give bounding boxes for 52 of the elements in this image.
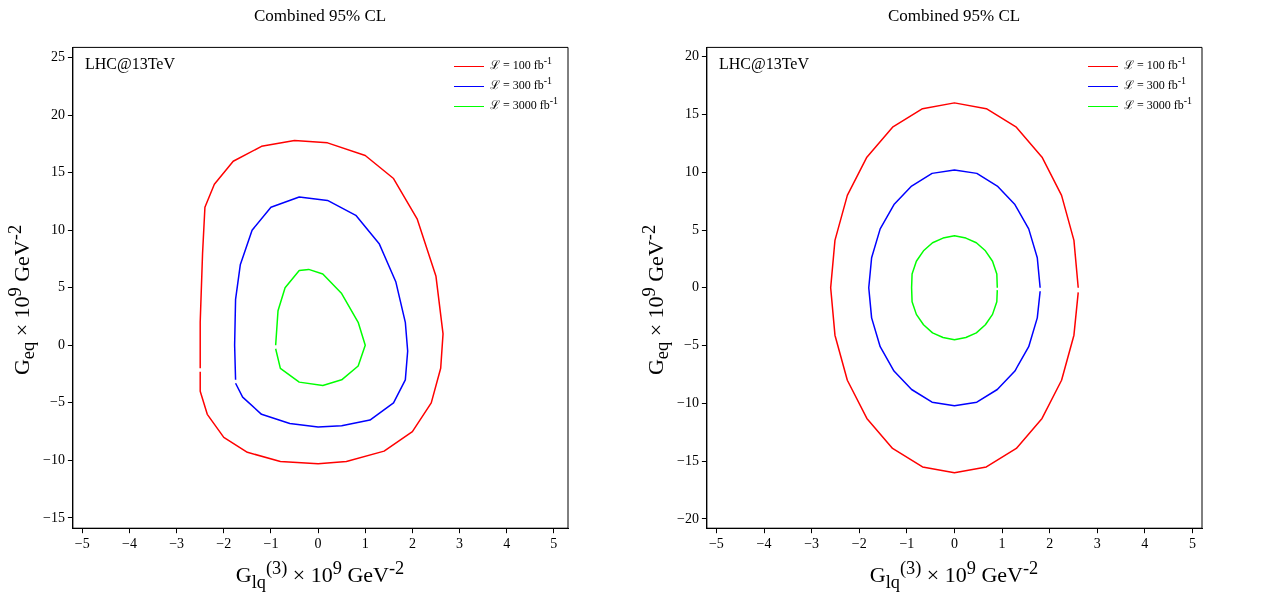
y-tick-label: 5 — [691, 221, 699, 237]
legend-label: ℒ = 300 fb$^{-1}$ — [490, 75, 553, 93]
x-tick-label: −1 — [263, 536, 279, 552]
y-tick-label: 20 — [684, 48, 699, 64]
legend-label: ℒ = 300 fb$^{-1}$ — [1124, 75, 1187, 93]
y-tick-label: −20 — [676, 510, 699, 526]
x-tick-label: 5 — [1188, 536, 1196, 552]
legend-label: ℒ = 100 fb$^{-1}$ — [490, 55, 553, 73]
y-tick-label: 15 — [50, 164, 65, 180]
chart-title: Combined 95% CL — [252, 6, 388, 26]
x-tick-label: 3 — [456, 536, 464, 552]
annotation: LHC@13TeV — [84, 55, 175, 74]
x-tick-label: 1 — [361, 536, 369, 552]
x-tick-label: −3 — [804, 536, 820, 552]
y-tick-label: 10 — [50, 221, 65, 237]
y-tick-label: −5 — [683, 337, 699, 353]
y-tick-label: 0 — [57, 336, 65, 352]
x-tick-label: −5 — [708, 536, 724, 552]
legend-label: ℒ = 3000 fb$^{-1}$ — [490, 95, 559, 113]
x-tick-label: −3 — [169, 536, 185, 552]
legend-label: ℒ = 100 fb$^{-1}$ — [1124, 55, 1187, 73]
y-tick-label: 25 — [50, 49, 65, 65]
y-tick-label: −10 — [676, 395, 699, 411]
x-tick-label: −4 — [122, 536, 137, 552]
y-tick-label: 0 — [691, 279, 699, 295]
x-tick-label: 2 — [408, 536, 416, 552]
x-tick-label: −1 — [899, 536, 915, 552]
y-tick-label: 10 — [684, 163, 699, 179]
y-tick-label: −5 — [49, 394, 65, 410]
x-axis-title: G$_{lq}$$^{(3)}$ × 10$^{9}$ GeV$^{-2}$ — [868, 558, 1040, 593]
chart-title: Combined 95% CL — [886, 6, 1022, 26]
y-tick-label: −15 — [676, 452, 699, 468]
x-tick-label: 2 — [1046, 536, 1054, 552]
x-tick-label: 0 — [950, 536, 958, 552]
y-tick-label: 15 — [684, 106, 699, 122]
x-tick-label: 1 — [998, 536, 1006, 552]
y-tick-label: 5 — [57, 279, 65, 295]
y-tick-label: −15 — [42, 509, 65, 525]
x-tick-label: 0 — [314, 536, 322, 552]
x-tick-label: −2 — [851, 536, 867, 552]
x-tick-label: 5 — [550, 536, 558, 552]
x-axis-title: G$_{lq}$$^{(3)}$ × 10$^{9}$ GeV$^{-2}$ — [234, 558, 406, 593]
x-tick-label: 3 — [1093, 536, 1101, 552]
y-tick-label: −10 — [42, 452, 65, 468]
x-tick-label: 4 — [1141, 536, 1149, 552]
annotation: LHC@13TeV — [718, 55, 809, 74]
y-tick-label: 20 — [50, 106, 65, 122]
x-tick-label: −2 — [216, 536, 232, 552]
x-tick-label: −4 — [756, 536, 772, 552]
legend-label: ℒ = 3000 fb$^{-1}$ — [1124, 95, 1193, 113]
x-tick-label: 4 — [503, 536, 511, 552]
x-tick-label: −5 — [74, 536, 90, 552]
